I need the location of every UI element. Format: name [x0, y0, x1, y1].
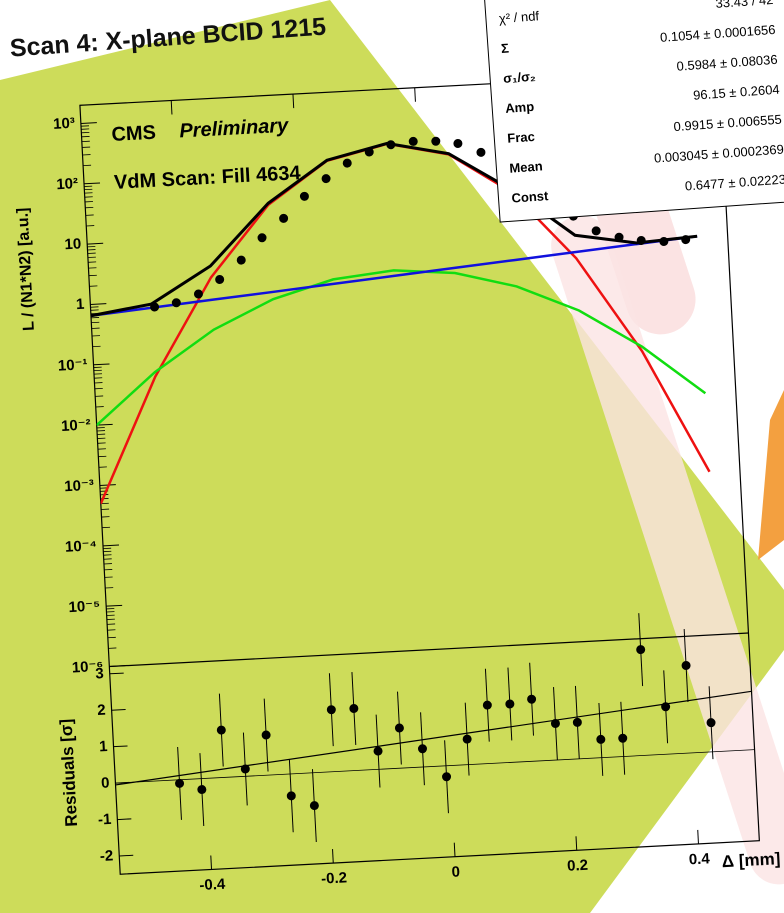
x-tick	[415, 88, 416, 102]
y-tick-label: 3	[95, 665, 104, 682]
stats-label: σ₁/σ₂	[503, 69, 537, 86]
stats-label: Const	[511, 188, 549, 206]
stats-label: Mean	[509, 158, 543, 175]
page: {"chart_data":[ {"type":"scatter","title…	[0, 0, 784, 913]
x-axis-label: Δ [mm]	[721, 849, 780, 871]
y-tick-label: 0	[101, 774, 110, 791]
y-tick-label: 10⁻⁵	[68, 597, 101, 616]
y-tick-label: 10⁻²	[61, 416, 91, 435]
y-tick-label: 10²	[56, 175, 79, 193]
x-tick-label: 0.2	[567, 857, 589, 875]
data-point	[476, 148, 485, 157]
x-tick-label: 0	[451, 863, 460, 880]
x-tick-label: -0.2	[321, 869, 348, 887]
data-point	[453, 139, 462, 148]
x-tick-label: 0.4	[688, 850, 710, 868]
y-tick-label: 10⁻¹	[57, 356, 87, 375]
y-tick-label: -2	[99, 847, 113, 865]
stats-label: Amp	[505, 99, 535, 116]
y-tick-label: 10	[64, 235, 82, 253]
y-tick-label: 2	[97, 702, 106, 719]
stats-label: Frac	[507, 129, 535, 146]
x-tick	[698, 830, 699, 844]
y-tick-label: -1	[98, 811, 112, 829]
y-tick-label: 1	[76, 296, 85, 313]
y-tick-label: 10⁻³	[64, 477, 94, 496]
y-tick-label: 10⁻⁴	[65, 537, 98, 556]
annotation: CMS	[111, 122, 157, 146]
stats-label: χ² / ndf	[498, 8, 539, 26]
x-tick-label: -0.4	[199, 876, 226, 894]
background-shape	[758, 390, 784, 560]
y-tick-label: 1	[99, 738, 108, 755]
stats-label: Σ	[501, 40, 510, 56]
screenshot: Scan 4: X-plane BCID 1215 10³10²10110⁻¹1…	[0, 0, 784, 913]
y-tick-label: 10³	[53, 115, 76, 133]
